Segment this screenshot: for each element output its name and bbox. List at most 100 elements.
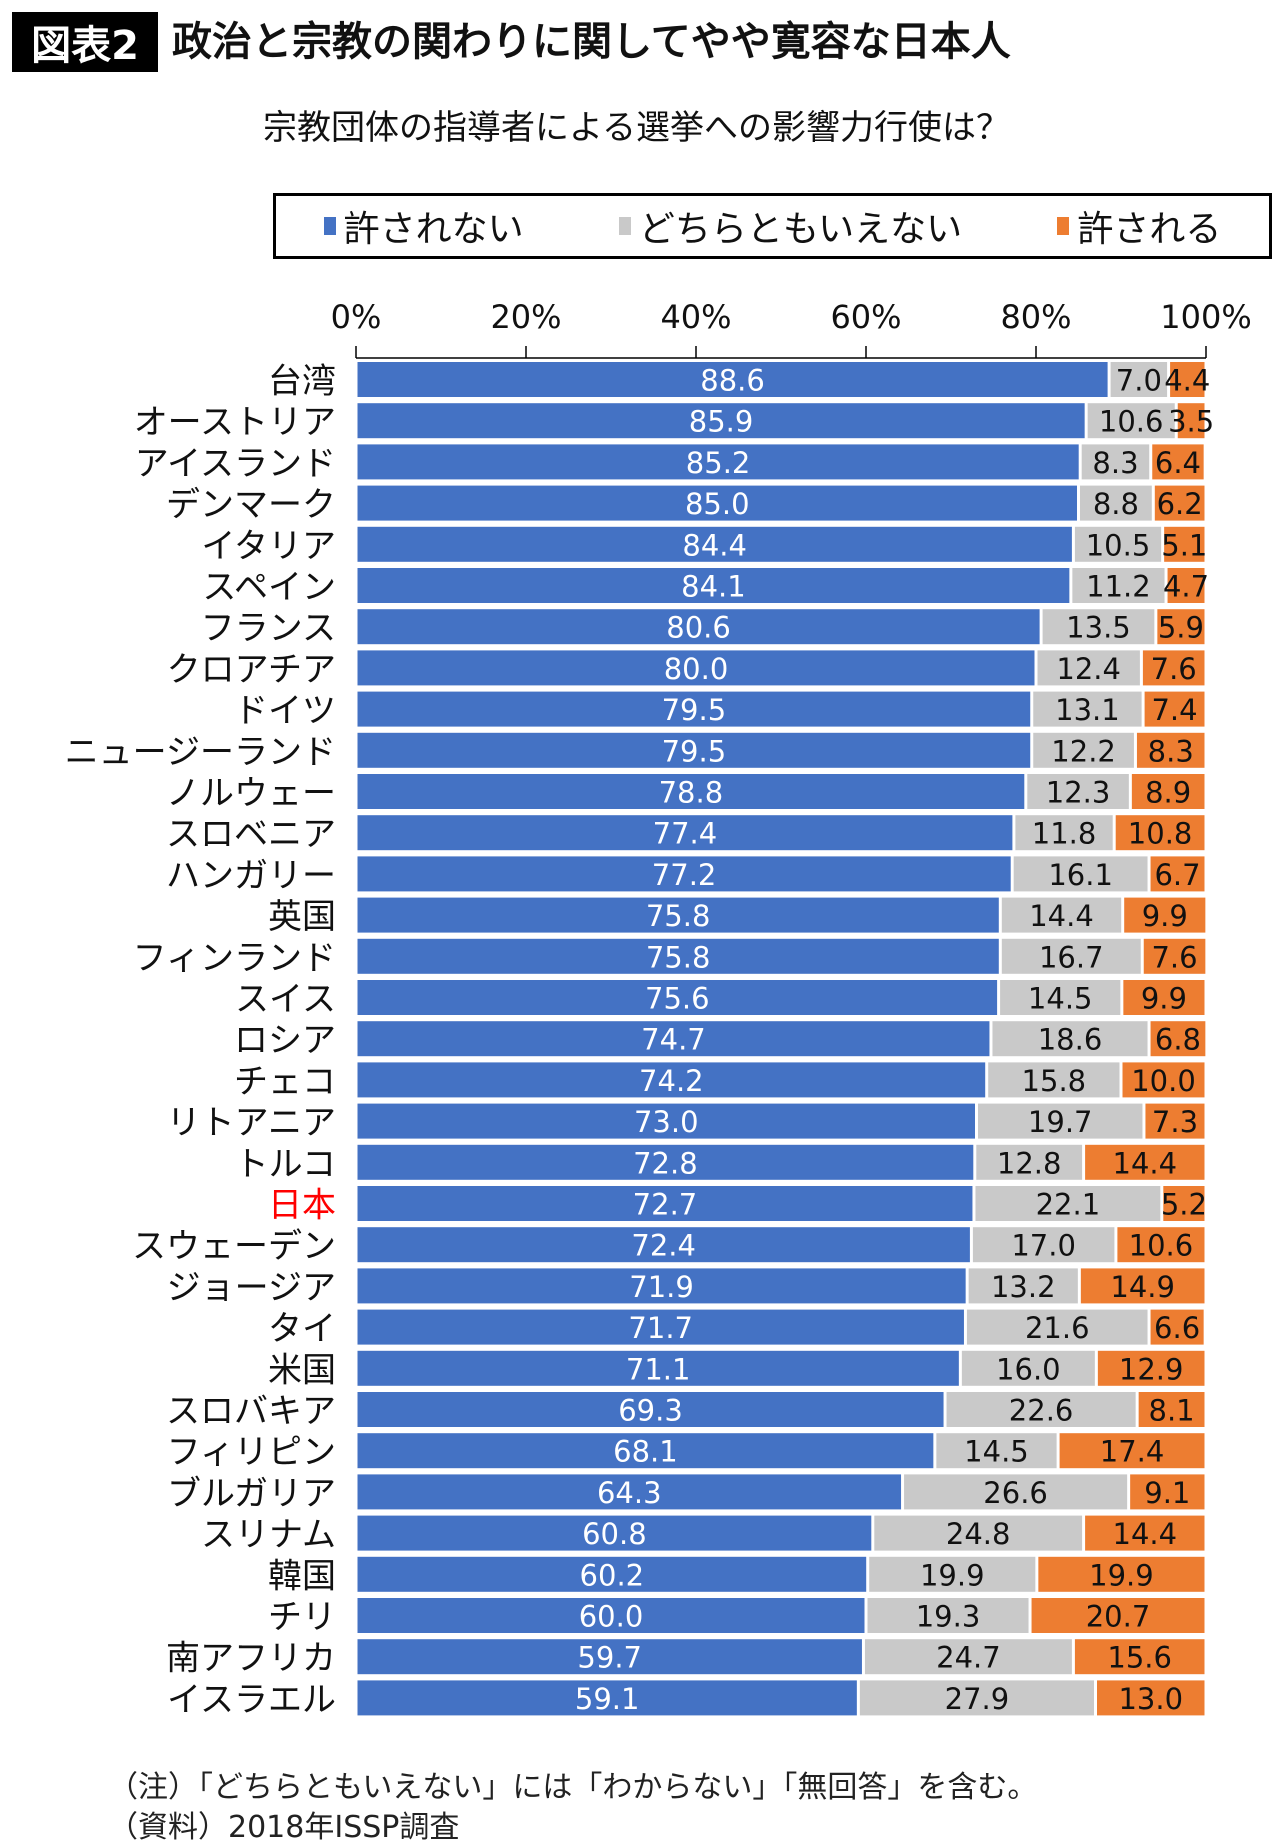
- bar-segment: [936, 1433, 1057, 1469]
- legend-item-not-allowed: 許されない: [323, 200, 524, 252]
- bar-segment: [357, 568, 1070, 603]
- data-label: 72.8: [633, 1146, 698, 1180]
- data-label: 19.9: [920, 1558, 985, 1592]
- category-label: スペイン: [202, 568, 336, 608]
- bar-segment: [1001, 897, 1122, 933]
- bar-segment: [1072, 568, 1165, 603]
- data-label: 8.8: [1093, 487, 1139, 521]
- bar-segment: [1042, 609, 1155, 645]
- category-label: イスラエル: [167, 1680, 336, 1720]
- data-label: 75.8: [646, 940, 711, 974]
- category-label: フィンランド: [133, 938, 336, 978]
- data-label: 16.0: [996, 1352, 1061, 1386]
- data-label: 77.2: [652, 858, 717, 892]
- bar-segment: [978, 1103, 1143, 1139]
- category-label: クロアチア: [167, 650, 336, 690]
- category-label: フランス: [201, 609, 336, 649]
- bar-segment: [357, 1474, 902, 1510]
- bar-segment: [357, 980, 998, 1015]
- bar-segment: [357, 1103, 975, 1139]
- bar-segment: [1123, 980, 1205, 1015]
- category-label: 南アフリカ: [166, 1639, 336, 1679]
- bar-segment: [1038, 1556, 1205, 1592]
- bar-segment: [1122, 1062, 1205, 1098]
- data-label: 15.6: [1107, 1641, 1172, 1675]
- bar-segment: [357, 609, 1040, 645]
- bar-segment: [1136, 732, 1205, 768]
- bar-segment: [1080, 485, 1152, 521]
- bar-segment: [1110, 362, 1168, 397]
- bar-segment: [1074, 1639, 1205, 1675]
- data-label: 7.0: [1116, 364, 1162, 398]
- data-label: 20.7: [1086, 1600, 1151, 1634]
- bar-segment: [357, 1268, 966, 1304]
- data-label: 5.9: [1158, 611, 1204, 645]
- bar-segment: [357, 1309, 964, 1345]
- bar-segment: [1000, 980, 1121, 1015]
- bar-segment: [1130, 1474, 1205, 1510]
- bar-segment: [1154, 485, 1205, 521]
- data-label: 12.8: [997, 1146, 1062, 1180]
- footnote: （注）「どちらともいえない」には「わからない」「無回答」を含む。: [108, 1770, 1038, 1805]
- bar-segment: [874, 1515, 1083, 1551]
- bar-segment: [1150, 856, 1205, 892]
- category-label: 台湾: [268, 362, 336, 402]
- bar-segment: [1031, 1598, 1205, 1633]
- bar-segment: [1097, 1680, 1205, 1716]
- data-label: 22.1: [1036, 1188, 1101, 1222]
- data-label: 75.6: [645, 982, 710, 1016]
- data-label: 74.7: [641, 1023, 706, 1057]
- bar-segment: [867, 1598, 1029, 1633]
- data-label: 13.5: [1066, 611, 1131, 645]
- data-label: 60.2: [580, 1558, 645, 1592]
- bar-segment: [357, 1350, 959, 1386]
- category-label: イタリア: [201, 526, 336, 566]
- data-label: 8.9: [1145, 776, 1191, 810]
- bar-segment: [1142, 650, 1205, 686]
- data-label: 19.9: [1089, 1558, 1154, 1592]
- bar-segment: [357, 732, 1031, 768]
- bar-segment: [1167, 568, 1205, 603]
- category-label: リトアニア: [167, 1103, 336, 1143]
- data-label: 4.7: [1163, 570, 1209, 604]
- data-label: 5.1: [1161, 528, 1207, 562]
- data-label: 80.0: [664, 652, 729, 686]
- category-label: ブルガリア: [167, 1474, 336, 1514]
- bar-segment: [968, 1268, 1078, 1304]
- category-label: オーストリア: [134, 403, 336, 443]
- bar-segment: [357, 774, 1025, 809]
- data-label: 14.4: [1029, 899, 1094, 933]
- data-label: 6.4: [1155, 446, 1201, 480]
- data-label: 22.6: [1009, 1394, 1074, 1428]
- category-label: ニュージーランド: [65, 732, 336, 772]
- bar-segment: [1117, 1227, 1205, 1263]
- bar-segment: [357, 403, 1085, 439]
- x-tick-label: 100%: [1160, 298, 1251, 336]
- legend-item-neutral: どちらともいえない: [618, 200, 962, 252]
- data-label: 9.9: [1141, 982, 1187, 1016]
- bar-segment: [1001, 938, 1141, 974]
- bar-segment: [1152, 444, 1204, 480]
- data-label: 73.0: [634, 1105, 699, 1139]
- category-label: トルコ: [235, 1144, 336, 1184]
- bar-segment: [357, 650, 1035, 686]
- data-label: 8.1: [1149, 1394, 1195, 1428]
- data-label: 79.5: [662, 734, 727, 768]
- legend-swatch: [618, 217, 631, 235]
- x-tick-label: 60%: [830, 298, 901, 336]
- data-label: 78.8: [659, 776, 724, 810]
- x-tick-label: 20%: [490, 298, 561, 336]
- bar-segment: [1013, 856, 1148, 892]
- data-label: 60.0: [579, 1600, 644, 1634]
- data-label: 16.1: [1048, 858, 1113, 892]
- bar-segment: [992, 1021, 1148, 1057]
- data-label: 8.3: [1148, 734, 1194, 768]
- category-label: スウェーデン: [132, 1227, 336, 1267]
- bar-segment: [1177, 403, 1205, 439]
- chart-title: 宗教団体の指導者による選挙への影響力行使は？: [263, 108, 1010, 148]
- category-label: 日本: [268, 1186, 336, 1226]
- bar-segment: [357, 526, 1072, 562]
- bar-segment: [966, 1309, 1148, 1345]
- x-tick-label: 0%: [331, 298, 382, 336]
- bar-segment: [357, 1062, 986, 1098]
